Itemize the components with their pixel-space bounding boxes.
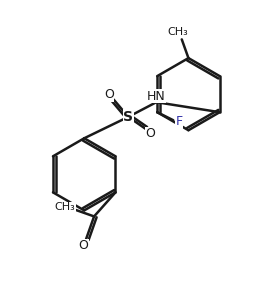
Text: O: O: [104, 88, 114, 101]
Text: S: S: [123, 110, 133, 124]
Text: CH₃: CH₃: [167, 27, 188, 37]
Text: F: F: [176, 115, 183, 128]
Text: CH₃: CH₃: [54, 202, 75, 212]
Text: O: O: [79, 239, 88, 252]
Text: HN: HN: [147, 90, 166, 103]
Text: O: O: [146, 127, 156, 140]
